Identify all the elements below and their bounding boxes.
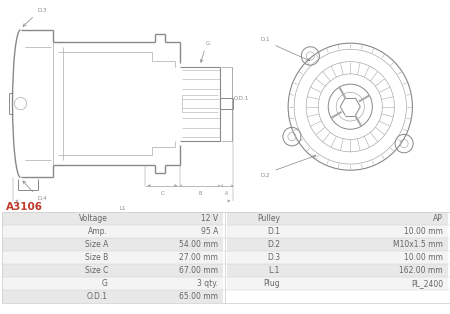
- Bar: [227, 225, 448, 238]
- Text: G: G: [102, 279, 108, 288]
- Text: PL_2400: PL_2400: [411, 279, 443, 288]
- Bar: [2, 212, 450, 303]
- Text: Size B: Size B: [85, 253, 108, 262]
- Text: Amp.: Amp.: [88, 227, 108, 236]
- Text: 10.00 mm: 10.00 mm: [404, 253, 443, 262]
- Bar: [2, 212, 223, 225]
- Bar: [227, 251, 448, 264]
- Text: D.3: D.3: [37, 8, 47, 14]
- Text: D.3: D.3: [267, 253, 280, 262]
- Bar: [2, 290, 223, 303]
- Text: D.4: D.4: [37, 196, 47, 201]
- Text: Pulley: Pulley: [257, 214, 280, 223]
- Text: 54.00 mm: 54.00 mm: [179, 240, 218, 249]
- Text: O.D.1: O.D.1: [87, 292, 108, 301]
- Text: D.2: D.2: [261, 173, 270, 178]
- Text: M10x1.5 mm: M10x1.5 mm: [393, 240, 443, 249]
- Text: Size A: Size A: [85, 240, 108, 249]
- Text: C: C: [161, 191, 164, 196]
- Bar: [227, 264, 448, 277]
- Text: L.1: L.1: [269, 266, 280, 275]
- Text: Plug: Plug: [263, 279, 280, 288]
- Text: D.1: D.1: [261, 37, 270, 42]
- Text: A: A: [225, 191, 228, 196]
- Text: AP: AP: [433, 214, 443, 223]
- Text: L1: L1: [120, 206, 126, 211]
- Bar: [2, 264, 223, 277]
- Bar: [2, 225, 223, 238]
- Bar: [2, 277, 223, 290]
- Bar: [227, 238, 448, 251]
- Text: 10.00 mm: 10.00 mm: [404, 227, 443, 236]
- Text: B: B: [198, 191, 202, 196]
- Bar: [2, 251, 223, 264]
- Text: Size C: Size C: [85, 266, 108, 275]
- Text: O.D.1: O.D.1: [234, 96, 249, 101]
- Bar: [227, 212, 448, 225]
- Text: 162.00 mm: 162.00 mm: [400, 266, 443, 275]
- Text: 12 V: 12 V: [201, 214, 218, 223]
- Text: G: G: [206, 41, 210, 46]
- Text: 67.00 mm: 67.00 mm: [179, 266, 218, 275]
- Text: 95 A: 95 A: [201, 227, 218, 236]
- Text: D.2: D.2: [267, 240, 280, 249]
- Text: Voltage: Voltage: [79, 214, 108, 223]
- Bar: [2, 238, 223, 251]
- Text: 3 qty.: 3 qty.: [197, 279, 218, 288]
- Text: D.1: D.1: [267, 227, 280, 236]
- Bar: [227, 277, 448, 290]
- Text: 65.00 mm: 65.00 mm: [179, 292, 218, 301]
- Text: 27.00 mm: 27.00 mm: [179, 253, 218, 262]
- Text: A3106: A3106: [6, 202, 43, 212]
